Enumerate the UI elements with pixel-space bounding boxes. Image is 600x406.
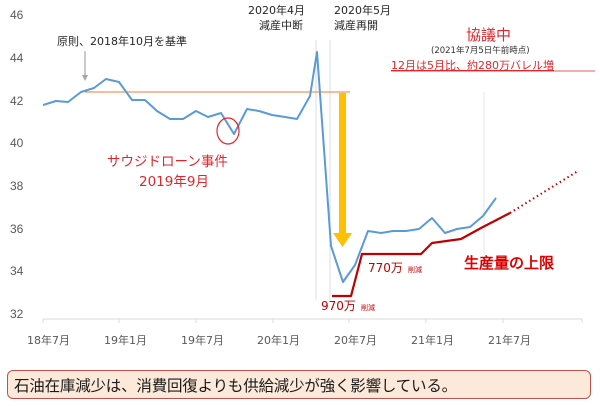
y-tick: 40 <box>10 136 24 150</box>
saudi-drone-circle <box>216 117 240 145</box>
production-cap-line <box>332 212 511 298</box>
inventory-line <box>42 51 497 283</box>
baseline-note: 原則、2018年10月を基準 <box>57 34 187 48</box>
cut-970-value: 970万 <box>321 299 356 313</box>
cut-770-unit: 削減 <box>408 265 422 274</box>
x-tick: 21年1月 <box>411 333 454 347</box>
x-tick: 20年1月 <box>257 333 300 347</box>
x-tick: 21年7月 <box>488 333 531 347</box>
may-2020-label: 2020年5月 <box>334 3 391 17</box>
cut-770-value: 770万 <box>368 261 403 275</box>
y-tick: 42 <box>10 94 24 108</box>
y-tick: 36 <box>10 222 24 236</box>
x-tick: 20年7月 <box>334 333 377 347</box>
talks-timestamp: (2021年7月5日午前時点) <box>431 45 530 56</box>
talks-detail: 12月は5月比、約280万バレル増 <box>391 58 554 72</box>
apr-2020-label: 2020年4月 <box>248 3 305 17</box>
talks-title: 協議中 <box>466 26 511 44</box>
conclusion-note-box: 石油在庫減少は、消費回復よりも供給減少が強く影響している。 <box>7 370 591 399</box>
x-axis: 18年7月 19年1月 19年7月 20年1月 20年7月 21年1月 21年7… <box>27 318 583 347</box>
may-2020-sublabel: 減産再開 <box>334 18 378 32</box>
x-tick: 18年7月 <box>27 333 70 347</box>
decline-arrow-icon <box>333 93 352 247</box>
production-cap-projection <box>509 170 579 214</box>
oil-inventory-chart: 46 44 42 40 38 36 34 32 18年7月 19年1月 19年7… <box>10 3 595 347</box>
y-tick: 44 <box>10 51 24 65</box>
saudi-drone-date: 2019年9月 <box>139 174 209 190</box>
x-tick: 19年1月 <box>104 333 147 347</box>
x-tick: 19年7月 <box>181 333 224 347</box>
saudi-drone-label: サウジドローン事件 <box>107 154 228 170</box>
baseline-pointer-arrow-icon <box>82 51 88 81</box>
conclusion-note-text: 石油在庫減少は、消費回復よりも供給減少が強く影響している。 <box>14 376 457 395</box>
y-tick: 38 <box>10 179 24 193</box>
y-axis: 46 44 42 40 38 36 34 32 <box>10 8 24 321</box>
y-tick: 46 <box>10 8 24 22</box>
apr-2020-sublabel: 減産中断 <box>259 18 303 32</box>
cut-970-unit: 削減 <box>361 303 375 312</box>
y-tick: 34 <box>10 264 24 278</box>
production-cap-label: 生産量の上限 <box>464 254 554 272</box>
y-tick: 32 <box>10 307 24 321</box>
